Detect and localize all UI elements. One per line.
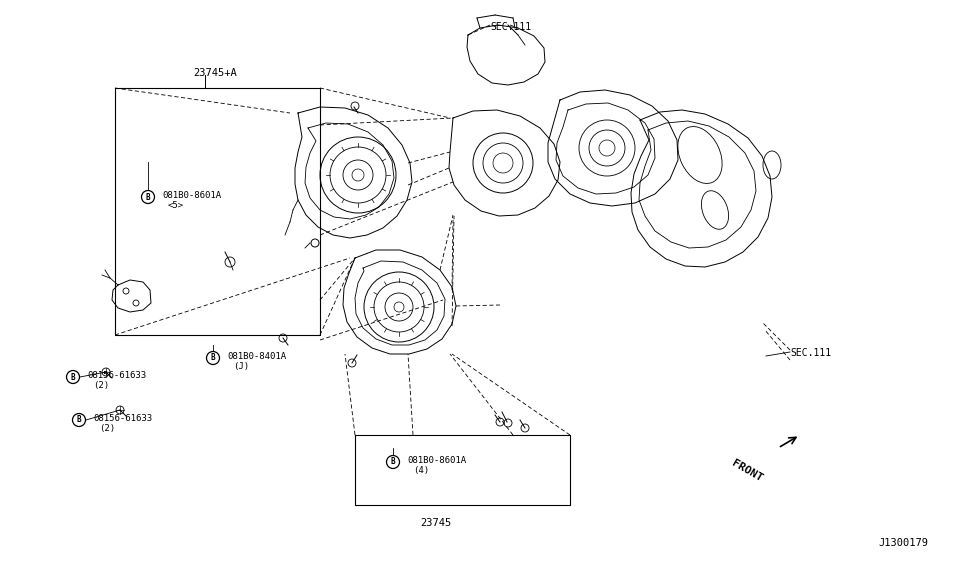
Circle shape xyxy=(207,351,219,365)
Text: (2): (2) xyxy=(99,424,115,433)
Text: B: B xyxy=(70,372,75,381)
Circle shape xyxy=(225,257,235,267)
Text: B: B xyxy=(77,415,81,424)
Circle shape xyxy=(521,424,529,432)
Text: B: B xyxy=(391,457,395,466)
Text: B: B xyxy=(211,354,215,362)
Text: 081B0-8601A: 081B0-8601A xyxy=(407,456,466,465)
Text: 23745+A: 23745+A xyxy=(193,68,237,78)
Text: 081B0-8601A: 081B0-8601A xyxy=(162,191,221,200)
Text: 23745: 23745 xyxy=(420,518,451,528)
Text: (2): (2) xyxy=(93,381,109,390)
Text: 08156-61633: 08156-61633 xyxy=(87,371,146,380)
Text: SEC.111: SEC.111 xyxy=(490,22,531,32)
Circle shape xyxy=(496,418,504,426)
Text: FRONT: FRONT xyxy=(730,458,764,483)
Circle shape xyxy=(311,239,319,247)
Text: 081B0-8401A: 081B0-8401A xyxy=(227,352,286,361)
Circle shape xyxy=(386,456,400,469)
Circle shape xyxy=(141,191,154,204)
Text: B: B xyxy=(145,192,150,201)
Circle shape xyxy=(66,371,80,384)
Circle shape xyxy=(72,414,86,427)
Text: 08156-61633: 08156-61633 xyxy=(93,414,152,423)
Circle shape xyxy=(504,419,512,427)
Text: (4): (4) xyxy=(413,466,429,475)
Text: J1300179: J1300179 xyxy=(878,538,928,548)
Circle shape xyxy=(279,334,287,342)
Text: SEC.111: SEC.111 xyxy=(790,348,831,358)
Circle shape xyxy=(348,359,356,367)
Circle shape xyxy=(351,102,359,110)
Text: <5>: <5> xyxy=(168,201,184,210)
Text: (J): (J) xyxy=(233,362,250,371)
